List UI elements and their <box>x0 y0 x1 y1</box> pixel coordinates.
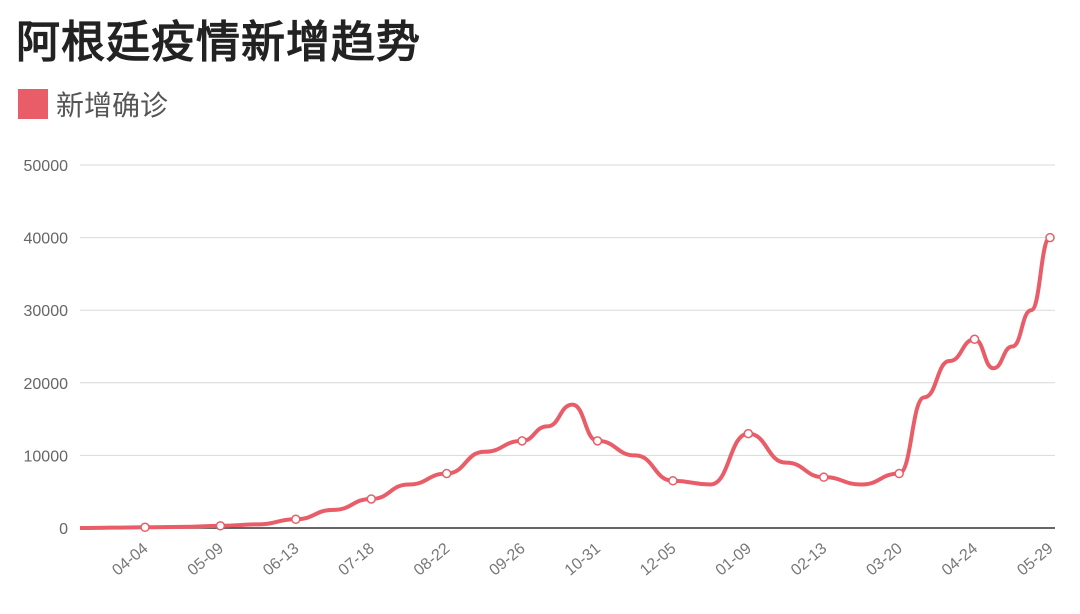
legend[interactable]: 新增确诊 <box>18 84 168 124</box>
y-tick-label: 0 <box>59 521 68 538</box>
y-tick-label: 30000 <box>24 303 69 320</box>
x-tick-label: 06-13 <box>260 540 302 579</box>
x-tick-label: 04-04 <box>109 540 151 579</box>
data-point <box>743 428 754 439</box>
data-point <box>819 472 829 482</box>
y-tick-label: 40000 <box>24 231 69 248</box>
x-tick-label: 10-31 <box>562 540 604 579</box>
data-point <box>215 521 226 531</box>
data-point <box>668 476 678 486</box>
data-point <box>1045 232 1055 243</box>
data-point <box>140 522 150 533</box>
data-point <box>894 468 904 479</box>
data-point <box>592 436 603 446</box>
data-point <box>291 514 301 525</box>
legend-label: 新增确诊 <box>56 89 169 122</box>
x-tick-label: 05-29 <box>1014 540 1056 579</box>
x-tick-label: 07-18 <box>336 540 378 579</box>
y-tick-label: 20000 <box>24 376 69 393</box>
legend-swatch <box>18 89 48 119</box>
x-tick-label: 01-09 <box>713 540 755 579</box>
data-point <box>969 334 980 344</box>
x-tick-label: 12-05 <box>637 540 679 579</box>
x-tick-label: 04-24 <box>939 540 981 579</box>
series-line-新增确诊 <box>79 235 1052 530</box>
x-tick-label: 05-09 <box>185 540 227 579</box>
data-point <box>517 436 527 446</box>
data-point <box>441 468 452 479</box>
x-tick-label: 03-20 <box>863 540 905 579</box>
y-tick-label: 10000 <box>24 448 69 465</box>
chart-title: 阿根廷疫情新增趋势 <box>16 17 421 68</box>
x-tick-label: 09-26 <box>486 540 528 579</box>
x-tick-label: 02-13 <box>788 540 830 579</box>
x-tick-label: 08-22 <box>411 540 453 579</box>
y-tick-label: 50000 <box>24 158 69 175</box>
data-point <box>366 494 376 504</box>
